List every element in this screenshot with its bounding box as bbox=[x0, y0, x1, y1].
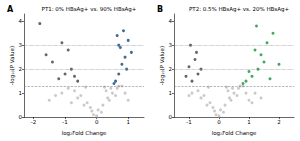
svg-text:3: 3 bbox=[19, 42, 23, 48]
svg-text:3: 3 bbox=[169, 42, 173, 48]
svg-text:A: A bbox=[7, 5, 14, 14]
svg-text:1: 1 bbox=[247, 119, 251, 125]
svg-text:-1: -1 bbox=[186, 119, 191, 125]
svg-text:-1: -1 bbox=[62, 119, 67, 125]
svg-text:-2: -2 bbox=[31, 119, 36, 125]
svg-text:0: 0 bbox=[19, 114, 23, 120]
svg-text:PT2: 0.5% HBsAg+ vs. 20% HBsAg: PT2: 0.5% HBsAg+ vs. 20% HBsAg+ bbox=[189, 6, 290, 13]
svg-text:0: 0 bbox=[95, 119, 99, 125]
svg-text:log₂Fold Change: log₂Fold Change bbox=[62, 130, 107, 137]
svg-text:2: 2 bbox=[277, 119, 281, 125]
svg-text:B: B bbox=[157, 5, 163, 14]
svg-text:2: 2 bbox=[169, 66, 173, 72]
svg-text:1: 1 bbox=[19, 90, 23, 96]
svg-text:-log₁₀(P Value): -log₁₀(P Value) bbox=[9, 46, 16, 85]
svg-text:1: 1 bbox=[169, 90, 173, 96]
svg-text:2: 2 bbox=[19, 66, 23, 72]
svg-text:4: 4 bbox=[19, 18, 23, 24]
svg-text:-log₁₀(P Value): -log₁₀(P Value) bbox=[159, 46, 166, 85]
svg-text:0: 0 bbox=[169, 114, 173, 120]
svg-text:0: 0 bbox=[217, 119, 221, 125]
svg-text:1: 1 bbox=[126, 119, 130, 125]
svg-text:4: 4 bbox=[169, 18, 173, 24]
svg-text:PT1: 0% HBsAg+ vs. 90% HBsAg+: PT1: 0% HBsAg+ vs. 90% HBsAg+ bbox=[42, 6, 137, 13]
svg-text:log₂Fold Change: log₂Fold Change bbox=[212, 130, 257, 137]
